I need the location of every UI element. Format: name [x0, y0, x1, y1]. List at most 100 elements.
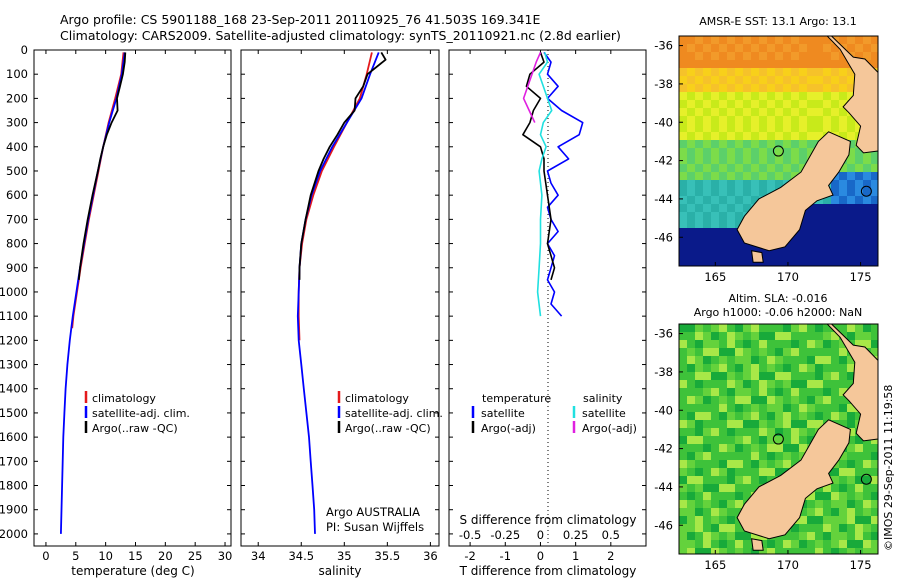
map-cell [759, 428, 767, 436]
map-cell [751, 84, 759, 92]
map-cell [847, 364, 855, 372]
map-cell [679, 372, 687, 380]
map-cell [735, 356, 743, 364]
map-cell [839, 132, 847, 140]
map-cell [799, 348, 807, 356]
map-cell [735, 52, 743, 60]
map-cell [767, 116, 775, 124]
x-tick-label: 10 [98, 549, 113, 563]
map-cell [751, 44, 759, 52]
map-cell [775, 172, 783, 180]
map-cell [735, 60, 743, 68]
map-cell [711, 516, 719, 524]
sla-map-frame [678, 323, 879, 555]
map-cell [679, 180, 687, 188]
map-cell [679, 508, 687, 516]
map-cell [735, 364, 743, 372]
map-cell [751, 324, 759, 332]
map-cell [703, 220, 711, 228]
map-cell [719, 460, 727, 468]
map-cell [703, 364, 711, 372]
map-cell [839, 452, 847, 460]
map-cell [823, 380, 831, 388]
map-cell [839, 340, 847, 348]
map-cell [687, 516, 695, 524]
map-cell [831, 516, 839, 524]
map-cell [703, 396, 711, 404]
map-cell [775, 540, 783, 548]
map-cell [871, 532, 878, 540]
map-cell [679, 484, 687, 492]
map-cell [735, 492, 743, 500]
map-cell [831, 380, 839, 388]
map-cell [703, 436, 711, 444]
map-cell [759, 420, 767, 428]
map-cell [847, 180, 855, 188]
map-cell [751, 68, 759, 76]
map-cell [871, 156, 878, 164]
map-cell [695, 164, 703, 172]
map-cell [687, 388, 695, 396]
map-cell [751, 260, 759, 266]
map-cell [711, 196, 719, 204]
map-cell [823, 532, 831, 540]
map-cell [759, 188, 767, 196]
map-cell [783, 108, 791, 116]
map-cell [743, 132, 751, 140]
map-cell [799, 324, 807, 332]
map-cell [751, 476, 759, 484]
map-cell [807, 252, 815, 260]
map-cell [703, 60, 711, 68]
map-cell [839, 412, 847, 420]
map-cell [695, 468, 703, 476]
map-cell [775, 420, 783, 428]
map-cell [799, 140, 807, 148]
map-cell [855, 220, 863, 228]
depth-tick-label: 100 [6, 67, 28, 81]
map-cell [807, 492, 815, 500]
map-cell [711, 388, 719, 396]
map-cell [871, 460, 878, 468]
map-cell [775, 116, 783, 124]
map-cell [791, 372, 799, 380]
map-cell [831, 396, 839, 404]
map-cell [743, 44, 751, 52]
map-cell [727, 396, 735, 404]
map-cell [815, 76, 823, 84]
map-cell [751, 108, 759, 116]
map-cell [863, 244, 871, 252]
map-cell [799, 68, 807, 76]
map-cell [815, 116, 823, 124]
map-cell [855, 460, 863, 468]
map-cell [823, 364, 831, 372]
map-cell [863, 500, 871, 508]
map-cell [799, 540, 807, 548]
map-cell [839, 124, 847, 132]
map-cell [783, 140, 791, 148]
map-cell [695, 476, 703, 484]
map-cell [727, 516, 735, 524]
map-cell [679, 476, 687, 484]
map-cell [847, 324, 855, 332]
map-cell [711, 100, 719, 108]
map-cell [855, 244, 863, 252]
map-cell [839, 60, 847, 68]
map-cell [687, 212, 695, 220]
map-cell [767, 156, 775, 164]
map-cell [751, 364, 759, 372]
map-cell [855, 412, 863, 420]
map-cell [775, 132, 783, 140]
map-cell [871, 164, 878, 172]
map-cell [807, 508, 815, 516]
map-cell [687, 532, 695, 540]
map-cell [783, 356, 791, 364]
map-cell [679, 468, 687, 476]
map-cell [719, 164, 727, 172]
map-cell [727, 348, 735, 356]
map-cell [807, 540, 815, 548]
map-cell [831, 92, 839, 100]
map-cell [831, 548, 839, 554]
legend-label-temp-argo: Argo(-adj) [481, 422, 536, 435]
map-cell [839, 468, 847, 476]
map-cell [727, 380, 735, 388]
